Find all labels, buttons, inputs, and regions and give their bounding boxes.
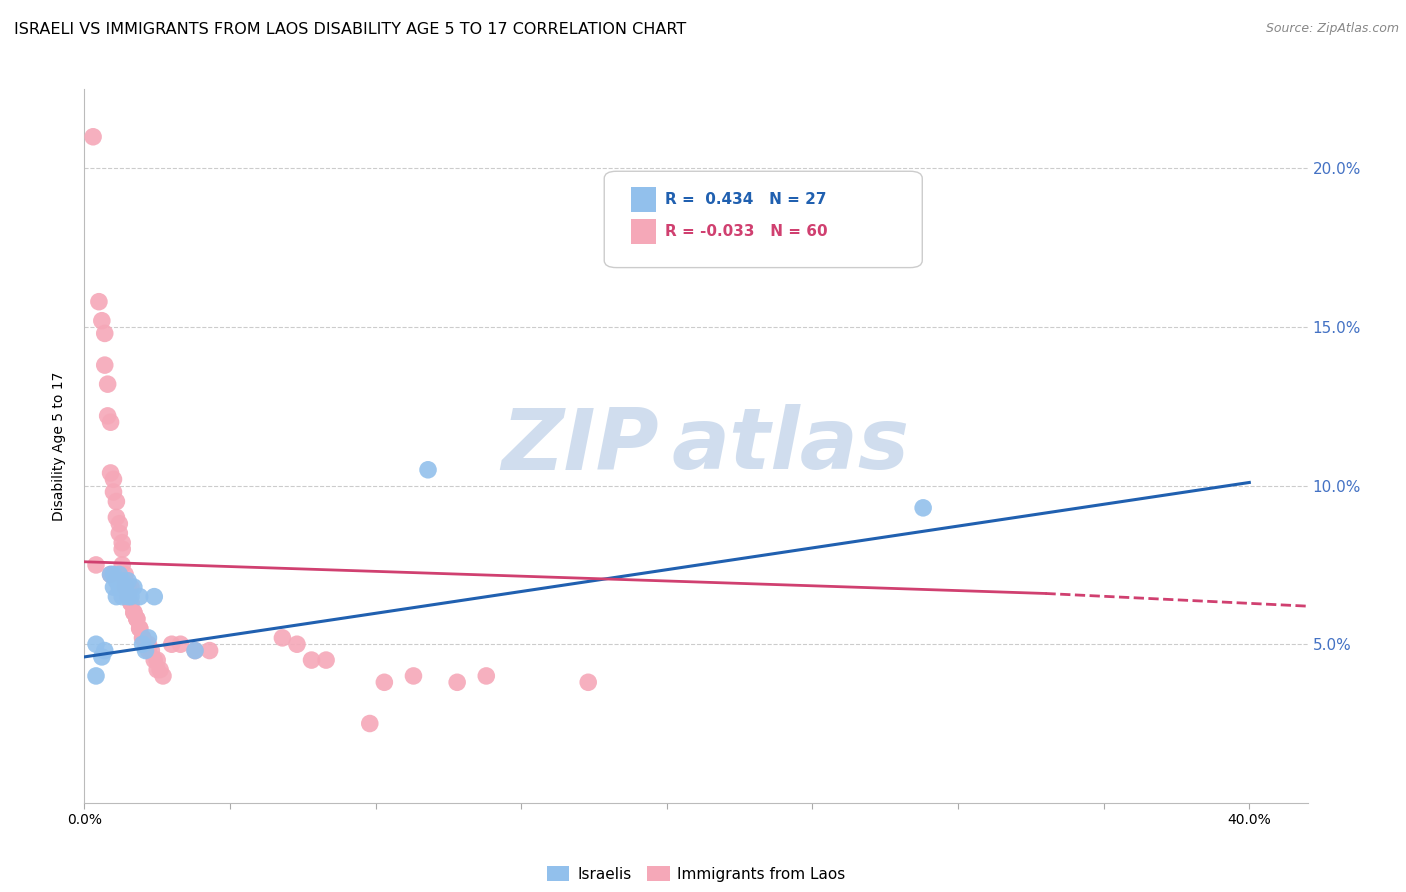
Point: [128, 590, 150, 604]
Point: [108, 580, 131, 594]
Point: [184, 643, 207, 657]
Point: [416, 463, 439, 477]
Point: [143, 590, 166, 604]
Point: [271, 631, 294, 645]
Point: [105, 574, 128, 588]
Point: [198, 643, 221, 657]
Point: [120, 580, 142, 594]
Point: [117, 574, 139, 588]
Point: [105, 494, 128, 508]
Point: [120, 596, 142, 610]
Text: atlas: atlas: [672, 404, 910, 488]
Legend: Israelis, Immigrants from Laos: Israelis, Immigrants from Laos: [540, 860, 852, 888]
Point: [184, 643, 207, 657]
Point: [82, 129, 104, 144]
Point: [138, 643, 160, 657]
Point: [111, 535, 134, 549]
Point: [111, 590, 134, 604]
Point: [141, 643, 163, 657]
Text: ISRAELI VS IMMIGRANTS FROM LAOS DISABILITY AGE 5 TO 17 CORRELATION CHART: ISRAELI VS IMMIGRANTS FROM LAOS DISABILI…: [14, 22, 686, 37]
Point: [100, 567, 122, 582]
Point: [103, 472, 125, 486]
Point: [446, 675, 468, 690]
Point: [114, 580, 136, 594]
Point: [146, 653, 169, 667]
Point: [100, 415, 122, 429]
Point: [103, 485, 125, 500]
Point: [90, 649, 112, 664]
Text: R = -0.033   N = 60: R = -0.033 N = 60: [665, 225, 828, 239]
Point: [122, 606, 145, 620]
Point: [114, 574, 136, 588]
Point: [111, 542, 134, 557]
Point: [103, 580, 125, 594]
Text: ZIP: ZIP: [502, 404, 659, 488]
Y-axis label: Disability Age 5 to 17: Disability Age 5 to 17: [52, 371, 66, 521]
Point: [108, 516, 131, 531]
Point: [131, 637, 153, 651]
Point: [117, 590, 139, 604]
Point: [87, 294, 110, 309]
Point: [111, 558, 134, 572]
FancyBboxPatch shape: [631, 187, 655, 212]
Point: [117, 590, 139, 604]
Point: [84, 669, 107, 683]
Point: [912, 500, 935, 515]
Point: [125, 612, 148, 626]
Point: [143, 653, 166, 667]
Point: [146, 663, 169, 677]
Text: Source: ZipAtlas.com: Source: ZipAtlas.com: [1265, 22, 1399, 36]
Point: [100, 466, 122, 480]
Point: [475, 669, 498, 683]
Point: [114, 580, 136, 594]
Point: [135, 637, 157, 651]
Point: [135, 643, 157, 657]
Point: [285, 637, 308, 651]
FancyBboxPatch shape: [631, 219, 655, 244]
Point: [117, 590, 139, 604]
Point: [97, 377, 120, 392]
Point: [138, 631, 160, 645]
Point: [105, 510, 128, 524]
Point: [122, 580, 145, 594]
Point: [90, 314, 112, 328]
Point: [105, 590, 128, 604]
Point: [576, 675, 599, 690]
Point: [131, 631, 153, 645]
FancyBboxPatch shape: [605, 171, 922, 268]
Point: [84, 558, 107, 572]
Point: [128, 621, 150, 635]
Point: [97, 409, 120, 423]
Point: [152, 669, 174, 683]
Point: [169, 637, 191, 651]
Point: [125, 612, 148, 626]
Point: [93, 358, 117, 372]
Point: [131, 631, 153, 645]
Point: [373, 675, 395, 690]
Text: R =  0.434   N = 27: R = 0.434 N = 27: [665, 193, 827, 207]
Point: [117, 580, 139, 594]
Point: [120, 590, 142, 604]
Point: [301, 653, 323, 667]
Point: [93, 326, 117, 341]
Point: [359, 716, 381, 731]
Point: [160, 637, 183, 651]
Point: [122, 606, 145, 620]
Point: [84, 637, 107, 651]
Point: [93, 643, 117, 657]
Point: [108, 567, 131, 582]
Point: [128, 621, 150, 635]
Point: [108, 526, 131, 541]
Point: [100, 567, 122, 582]
Point: [315, 653, 337, 667]
Point: [120, 596, 142, 610]
Point: [402, 669, 425, 683]
Point: [111, 574, 134, 588]
Point: [149, 663, 172, 677]
Point: [114, 567, 136, 582]
Point: [138, 637, 160, 651]
Point: [103, 567, 125, 582]
Point: [114, 580, 136, 594]
